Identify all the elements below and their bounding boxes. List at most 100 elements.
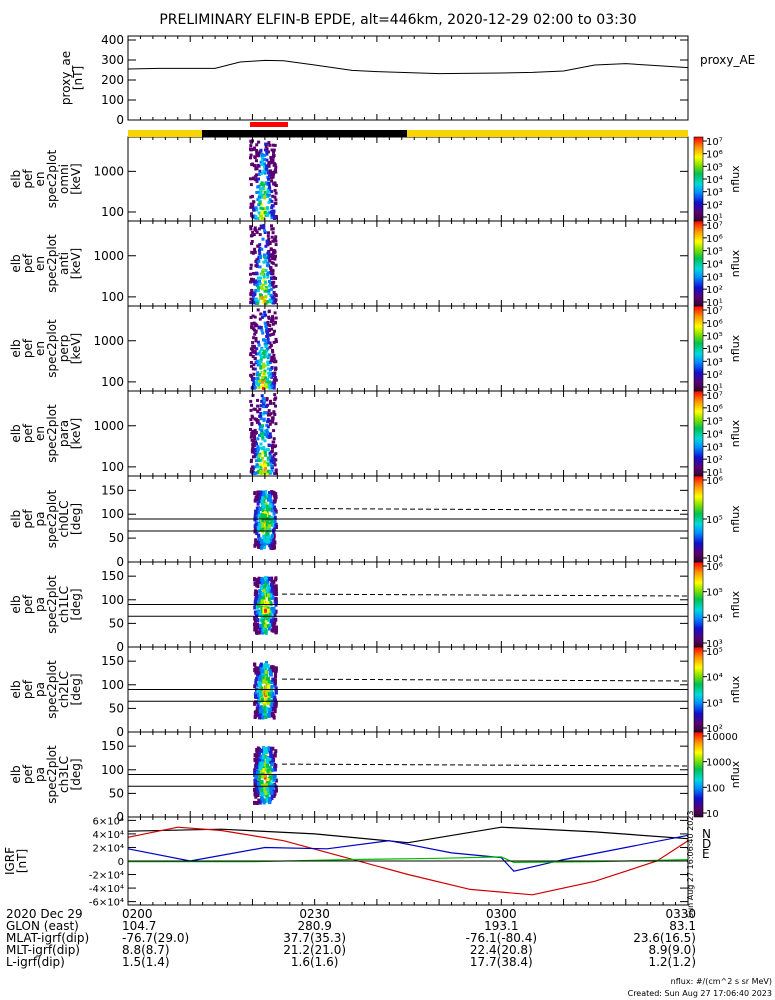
legend-igrf-D: D [702, 837, 711, 851]
ylabel-line: elb [9, 510, 23, 528]
cbar-label: 10² [706, 724, 723, 735]
xaxis-value: 22.4(20.8) [470, 943, 533, 957]
science-zone-bar [250, 122, 288, 127]
cbar-label: 10⁴ [706, 673, 723, 684]
series-igrf-2 [127, 834, 689, 872]
cbar-title: nflux [729, 419, 742, 447]
ytick-label: 0 [118, 857, 124, 868]
ylabel-line: [deg] [69, 503, 83, 535]
ylabel-line: spec2plot [45, 149, 59, 208]
xaxis-value: 83.1 [669, 919, 696, 933]
ytick-label: 1000 [93, 249, 124, 263]
ytick-label: 0 [116, 555, 124, 569]
cbar-label: 1000 [706, 758, 731, 769]
cbar-label: 10⁷ [706, 391, 723, 402]
ytick-label: 300 [101, 53, 124, 67]
ylabel-line: en [33, 172, 47, 187]
xaxis-value: 1.6(1.6) [291, 955, 339, 969]
ylabel-line: pef [21, 169, 35, 189]
cbar-label: 10⁵ [706, 417, 723, 428]
legend-igrf-E: E [702, 847, 710, 861]
xaxis-value: 37.7(35.3) [283, 931, 346, 945]
series-igrf-0 [127, 826, 689, 844]
ylabel-line: en [33, 256, 47, 271]
colorbar-spec-perp [693, 305, 704, 392]
ylabel-line: pa [33, 767, 47, 782]
xaxis-value: -76.1(-80.4) [466, 931, 537, 945]
cbar-label: 10⁴ [706, 175, 723, 186]
ylabel-line: ch3LC [57, 756, 71, 793]
ylabel-line: [deg] [69, 759, 83, 791]
cbar-label: 10⁵ [706, 515, 723, 526]
frame-proxy_ae [127, 35, 689, 121]
ylabel-line: [nT] [15, 849, 29, 873]
ytick-label: 1000 [93, 419, 124, 433]
cbar-label: 10⁴ [706, 430, 723, 441]
cbar-label: 100 [706, 783, 725, 794]
ytick-label: 150 [101, 483, 124, 497]
xaxis-value: 21.2(21.0) [283, 943, 346, 957]
ylabel-line: spec2plot [45, 745, 59, 804]
ytick-label: -4×10⁴ [89, 884, 124, 895]
ytick-label: 6×10⁴ [93, 816, 124, 827]
ylabel-line: pef [21, 253, 35, 273]
cbar-label: 10⁶ [706, 404, 723, 415]
ytick-label: 50 [109, 786, 124, 800]
frame-spec-para [127, 390, 689, 477]
cbar-title: nflux [729, 590, 742, 618]
ytick-label: 100 [101, 375, 124, 389]
ylabel-line: [nT] [71, 66, 85, 90]
ylabel-line: elb [9, 424, 23, 442]
cbar-label: 10¹ [706, 298, 723, 309]
ytick-label: 50 [109, 531, 124, 545]
xaxis-row-label: MLT-igrf(dip) [6, 943, 80, 957]
ytick-label: 50 [109, 616, 124, 630]
cbar-label: 10⁴ [706, 554, 723, 565]
heatmap-spec-para [249, 393, 278, 475]
cbar-label: 10³ [706, 357, 723, 368]
ytick-label: 100 [101, 93, 124, 107]
cbar-label: 10² [706, 285, 723, 296]
line-anti-loss-cone [281, 593, 689, 597]
ylabel-line: spec2plot [45, 319, 59, 378]
ytick-label: 50 [109, 701, 124, 715]
colorbar-spec-para [693, 390, 704, 477]
ylabel-line: ch2LC [57, 671, 71, 708]
cbar-label: 10⁶ [706, 150, 723, 161]
ytick-label: 100 [101, 678, 124, 692]
xaxis-value: 0300 [486, 907, 517, 921]
ytick-label: 150 [101, 739, 124, 753]
ytick-label: 150 [101, 654, 124, 668]
cbar-label: 10² [706, 370, 723, 381]
xaxis-value: 8.8(8.7) [122, 943, 170, 957]
ylabel-line: spec2plot [45, 660, 59, 719]
ylabel-line: perp [57, 335, 71, 363]
cbar-label: 10⁴ [706, 345, 723, 356]
line-anti-loss-cone [281, 763, 689, 767]
ylabel-line: ch1LC [57, 586, 71, 623]
xaxis-value: 193.1 [484, 919, 518, 933]
cbar-label: 10⁶ [706, 476, 723, 487]
frame-spec-omni [127, 136, 689, 222]
cbar-label: 10⁵ [706, 588, 723, 599]
ytick-label: 100 [101, 763, 124, 777]
ytick-label: 100 [101, 593, 124, 607]
cbar-label: 10¹ [706, 383, 723, 394]
cbar-label: 10³ [706, 442, 723, 453]
ytick-label: 400 [101, 33, 124, 47]
line-anti-loss-cone [281, 507, 689, 511]
ylabel-line: spec2plot [45, 575, 59, 634]
cbar-label: 10⁴ [706, 613, 723, 624]
ylabel-line: elb [9, 339, 23, 357]
heatmap-spec-anti [249, 224, 278, 305]
ylabel-line: pef [21, 764, 35, 784]
ylabel-line: anti [57, 252, 71, 275]
heatmap-spec-perp [249, 308, 278, 390]
cbar-title: nflux [729, 675, 742, 703]
created-note: Created: Sun Aug 27 17:06:40 2023 [628, 989, 772, 998]
ytick-label: 0 [116, 810, 124, 824]
